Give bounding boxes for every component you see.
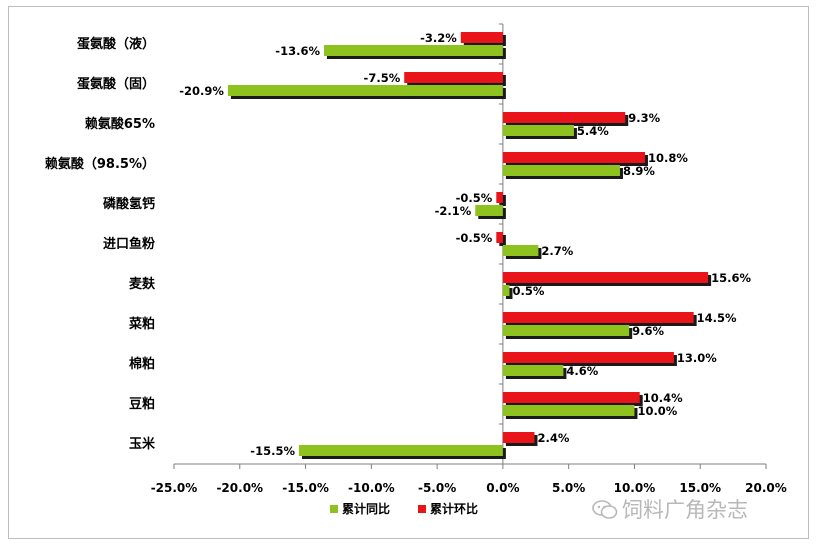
bar-yoy	[502, 325, 630, 336]
data-label: 14.5%	[697, 311, 737, 325]
bar-mom	[502, 392, 640, 403]
x-tick-label: 0.0%	[486, 481, 519, 495]
data-label: -7.5%	[364, 71, 401, 85]
watermark: 饲料广角杂志	[592, 494, 748, 524]
x-tick-label: -10.0%	[348, 481, 395, 495]
x-tick-label: -5.0%	[418, 481, 456, 495]
x-tick-label: 5.0%	[552, 481, 585, 495]
data-label: -0.5%	[456, 231, 493, 245]
data-label: 10.8%	[648, 151, 688, 165]
watermark-text: 饲料广角杂志	[622, 498, 748, 522]
x-tick-label: -25.0%	[151, 481, 198, 495]
data-label: 2.7%	[541, 244, 573, 258]
bar-yoy	[502, 245, 539, 256]
data-label: -2.1%	[435, 204, 472, 218]
category-label: 蛋氨酸（液）	[77, 36, 155, 52]
bar-yoy	[298, 445, 503, 456]
category-label: 赖氨酸（98.5%）	[45, 156, 155, 172]
bar-mom	[502, 432, 535, 443]
data-label: -3.2%	[420, 31, 457, 45]
category-label: 蛋氨酸（固）	[77, 76, 155, 92]
legend-swatch	[418, 505, 426, 513]
legend-label: 累计环比	[430, 501, 478, 516]
bar-mom	[404, 72, 503, 83]
data-label: 2.4%	[537, 431, 569, 445]
category-label: 磷酸氢钙	[103, 196, 155, 212]
bar-mom	[502, 272, 709, 283]
bar-mom	[460, 32, 503, 43]
bar-mom	[502, 152, 645, 163]
data-label: -13.6%	[275, 44, 320, 58]
data-label: 4.6%	[566, 364, 598, 378]
data-label: 8.9%	[623, 164, 655, 178]
bar-yoy	[502, 365, 564, 376]
bar-yoy	[323, 45, 503, 56]
data-label: -0.5%	[456, 191, 493, 205]
data-label: 5.4%	[577, 124, 609, 138]
data-label: 9.3%	[628, 111, 660, 125]
x-tick-label: 10.0%	[614, 481, 656, 495]
x-tick-label: -15.0%	[282, 481, 329, 495]
category-label: 豆粕	[129, 396, 155, 412]
x-tick-label: 20.0%	[745, 481, 787, 495]
category-label: 菜粕	[128, 316, 155, 332]
data-label: 9.6%	[632, 324, 664, 338]
bar-yoy	[475, 205, 503, 216]
x-tick-label: 15.0%	[679, 481, 721, 495]
wechat-icon	[592, 500, 618, 519]
data-label: -20.9%	[179, 84, 224, 98]
legend-swatch	[330, 505, 338, 513]
data-label: 13.0%	[677, 351, 717, 365]
bar-yoy	[502, 165, 620, 176]
bar-mom	[502, 312, 694, 323]
legend-label: 累计同比	[342, 501, 390, 516]
data-label: 10.4%	[643, 391, 683, 405]
category-label: 麦麸	[129, 276, 156, 292]
category-label: 赖氨酸65%	[85, 116, 155, 132]
bar-yoy	[502, 405, 635, 416]
data-label: -15.5%	[250, 444, 295, 458]
data-label: 10.0%	[637, 404, 677, 418]
bar-yoy	[502, 125, 574, 136]
x-tick-label: -20.0%	[216, 481, 263, 495]
bar-mom	[502, 112, 626, 123]
bar-mom	[502, 352, 674, 363]
category-label: 玉米	[129, 436, 156, 452]
category-label: 棉粕	[129, 356, 155, 372]
bar-mom	[496, 192, 503, 203]
category-label: 进口鱼粉	[103, 236, 155, 252]
data-label: 0.5%	[512, 284, 544, 298]
bar-yoy	[502, 285, 510, 296]
data-label: 15.6%	[711, 271, 751, 285]
bar-yoy	[227, 85, 503, 96]
bar-mom	[496, 232, 503, 243]
